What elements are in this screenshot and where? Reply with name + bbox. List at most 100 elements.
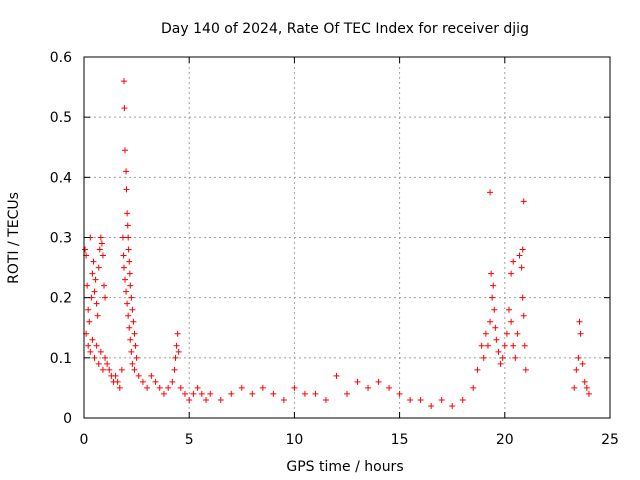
data-point xyxy=(217,396,224,403)
data-point xyxy=(92,276,99,283)
data-point xyxy=(238,384,245,391)
data-point xyxy=(510,258,517,265)
data-point xyxy=(86,318,93,325)
data-point xyxy=(122,147,129,154)
data-point xyxy=(493,336,500,343)
data-point xyxy=(123,186,130,193)
data-point xyxy=(124,210,131,217)
data-point xyxy=(132,342,139,349)
data-point xyxy=(492,324,499,331)
data-point xyxy=(93,300,100,307)
data-point xyxy=(123,168,130,175)
data-point xyxy=(172,354,179,361)
data-point xyxy=(99,366,106,373)
data-point xyxy=(96,246,103,253)
data-point xyxy=(97,234,104,241)
data-point xyxy=(131,366,138,373)
data-point xyxy=(118,366,125,373)
data-point xyxy=(114,378,121,385)
data-point xyxy=(102,294,109,301)
data-point xyxy=(491,306,498,313)
data-point xyxy=(396,390,403,397)
data-point xyxy=(312,390,319,397)
data-point xyxy=(490,282,497,289)
data-point xyxy=(489,294,496,301)
data-point xyxy=(484,342,491,349)
data-point xyxy=(510,342,517,349)
data-point xyxy=(249,390,256,397)
data-point xyxy=(84,282,91,289)
data-point xyxy=(194,384,201,391)
data-point xyxy=(82,246,89,253)
data-point xyxy=(322,396,329,403)
plot-frame xyxy=(83,56,611,419)
data-point xyxy=(124,222,131,229)
data-point xyxy=(122,276,129,283)
data-point xyxy=(428,402,435,409)
data-point xyxy=(386,384,393,391)
data-point xyxy=(503,330,510,337)
data-point xyxy=(128,294,135,301)
data-point xyxy=(120,264,127,271)
y-tick-label: 0.6 xyxy=(50,50,72,66)
y-tick-label: 0.4 xyxy=(50,170,72,186)
data-point xyxy=(104,360,111,367)
data-point xyxy=(459,396,466,403)
data-point xyxy=(165,384,172,391)
data-point xyxy=(488,270,495,277)
data-point xyxy=(139,378,146,385)
data-point xyxy=(478,342,485,349)
data-point xyxy=(449,402,456,409)
data-point xyxy=(98,240,105,247)
data-point xyxy=(90,258,97,265)
data-point xyxy=(333,372,340,379)
data-point xyxy=(280,396,287,403)
data-point xyxy=(144,384,151,391)
x-tick-label: 10 xyxy=(285,432,303,448)
data-point xyxy=(354,378,361,385)
data-point xyxy=(585,390,592,397)
data-point xyxy=(514,330,521,337)
data-point xyxy=(470,384,477,391)
data-point xyxy=(91,288,98,295)
data-point xyxy=(438,396,445,403)
data-point xyxy=(169,378,176,385)
data-point xyxy=(127,336,134,343)
data-point xyxy=(127,282,134,289)
data-point xyxy=(520,198,527,205)
data-point xyxy=(156,384,163,391)
y-tick-label: 0 xyxy=(63,411,72,427)
data-point xyxy=(497,360,504,367)
data-point xyxy=(95,360,102,367)
data-point xyxy=(516,252,523,259)
data-point xyxy=(120,78,127,85)
data-point xyxy=(495,348,502,355)
data-point xyxy=(85,306,92,313)
data-point xyxy=(91,354,98,361)
data-point xyxy=(94,312,101,319)
data-point xyxy=(97,348,104,355)
data-point xyxy=(160,390,167,397)
data-point xyxy=(175,348,182,355)
data-point xyxy=(89,336,96,343)
x-tick-label: 5 xyxy=(185,432,194,448)
y-tick-label: 0.3 xyxy=(50,231,72,247)
data-point xyxy=(173,342,180,349)
data-point xyxy=(499,354,506,361)
y-tick-label: 0.2 xyxy=(50,291,72,307)
data-point xyxy=(576,318,583,325)
data-point xyxy=(126,258,133,265)
y-axis-label: ROTI / TECUs xyxy=(6,192,22,284)
data-point xyxy=(518,264,525,271)
data-point xyxy=(119,234,126,241)
data-point xyxy=(129,360,136,367)
data-point xyxy=(116,384,123,391)
data-point xyxy=(583,384,590,391)
data-point xyxy=(112,372,119,379)
data-point xyxy=(522,366,529,373)
data-point xyxy=(301,390,308,397)
data-point xyxy=(577,330,584,337)
x-tick-label: 25 xyxy=(601,432,619,448)
data-point xyxy=(417,396,424,403)
